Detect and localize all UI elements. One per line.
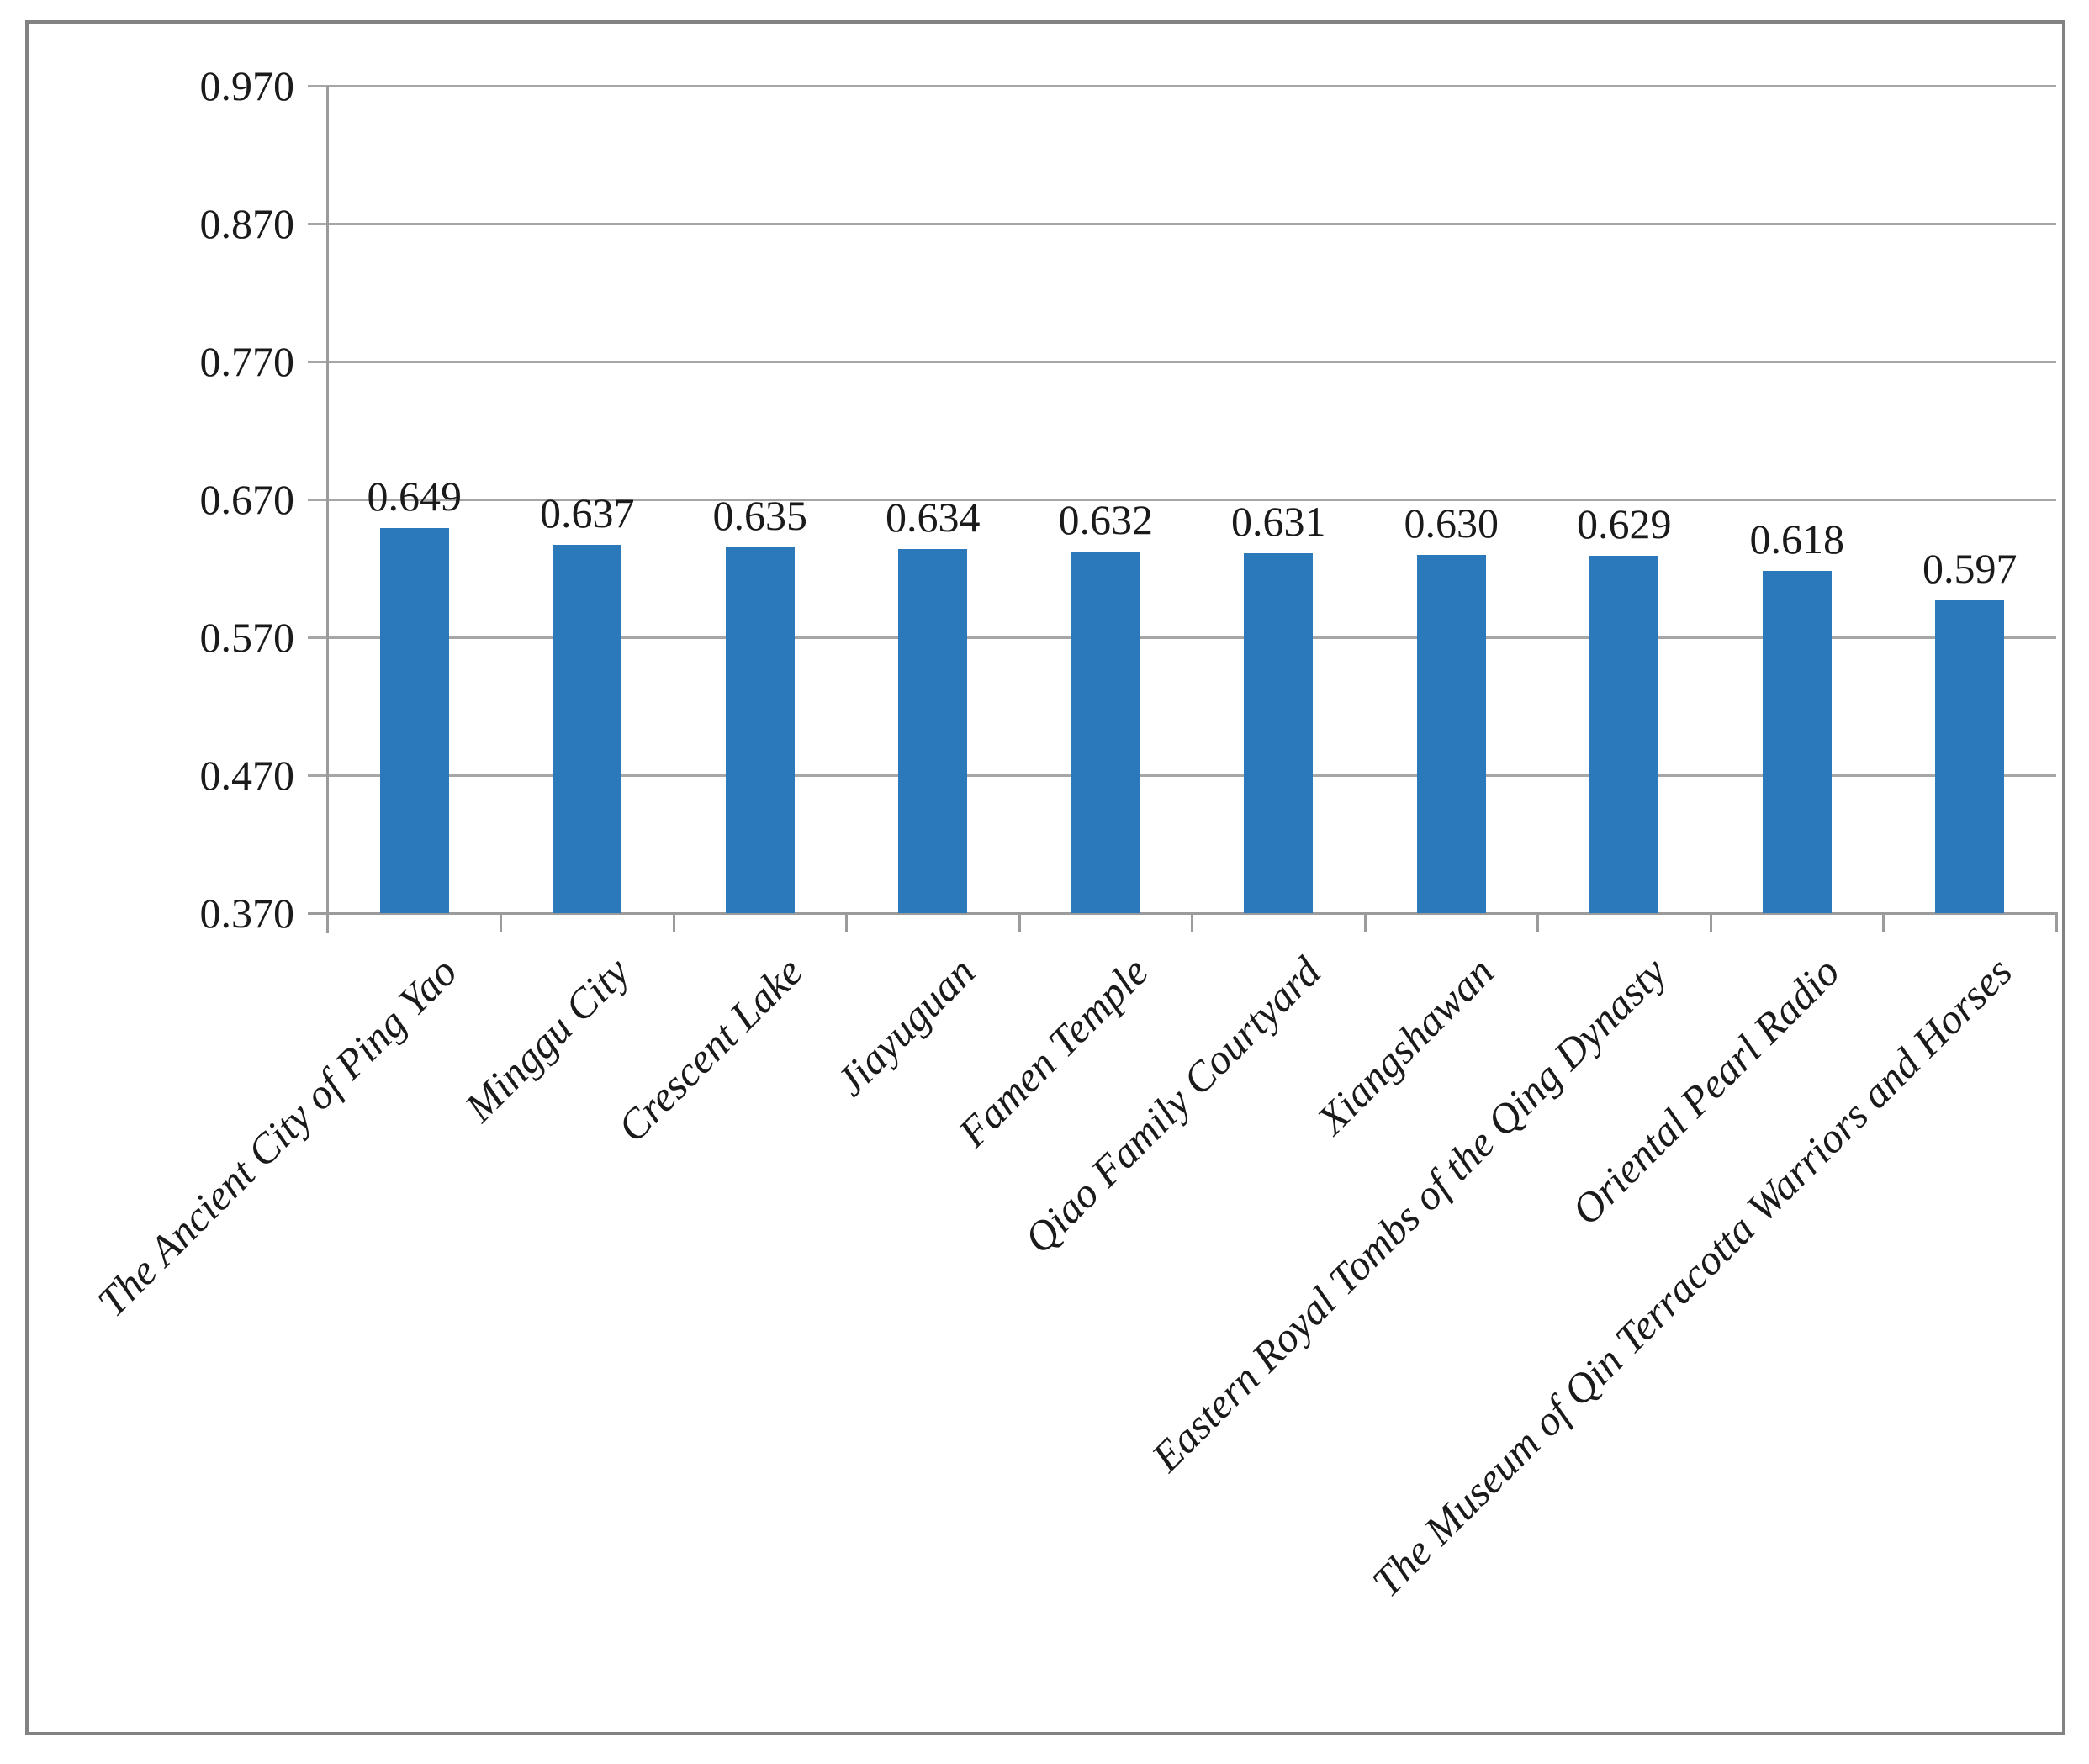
bar [1589,556,1659,913]
x-axis-tick [1363,912,1367,932]
y-tick-label: 0.570 [199,614,295,661]
x-axis-tick [500,912,502,932]
bar-value-label: 0.631 [1231,497,1326,545]
bar [1071,552,1140,913]
bar-value-label: 0.634 [886,494,981,541]
bar [898,549,968,913]
y-tick-label: 0.370 [199,890,295,937]
bar-value-label: 0.632 [1058,496,1154,544]
y-tick-label: 0.770 [199,338,295,385]
bar-value-label: 0.637 [540,489,635,537]
bar [553,545,622,913]
bar [1244,552,1314,913]
gridline [308,774,2056,777]
x-axis-tick [1018,912,1021,932]
gridline [308,84,2056,87]
bar-value-label: 0.635 [712,492,808,540]
bar [1935,599,2005,913]
y-tick-label: 0.870 [199,200,295,247]
y-axis [326,86,329,933]
x-axis-tick [672,912,675,932]
bar-value-label: 0.629 [1577,500,1672,548]
bar-value-label: 0.630 [1404,499,1499,547]
x-axis-tick [1536,912,1539,932]
gridline [308,636,2056,639]
figure-border [25,20,2065,1735]
bar [725,547,795,913]
y-tick-label: 0.670 [199,476,295,523]
bar [1416,554,1486,913]
y-tick-label: 0.470 [199,752,295,799]
gridline [308,222,2056,225]
x-axis [308,912,2056,915]
bar [1762,571,1832,913]
bar-value-label: 0.649 [367,473,463,520]
x-axis-tick [1882,912,1885,932]
gridline [308,498,2056,501]
y-tick-label: 0.970 [199,62,295,109]
bar-value-label: 0.618 [1749,515,1845,563]
bar [379,528,449,913]
x-axis-tick [2055,912,2058,932]
x-axis-tick [1191,912,1193,932]
x-axis-tick [1709,912,1712,932]
bar-value-label: 0.597 [1922,544,2018,592]
gridline [308,360,2056,363]
x-axis-tick [845,912,848,932]
